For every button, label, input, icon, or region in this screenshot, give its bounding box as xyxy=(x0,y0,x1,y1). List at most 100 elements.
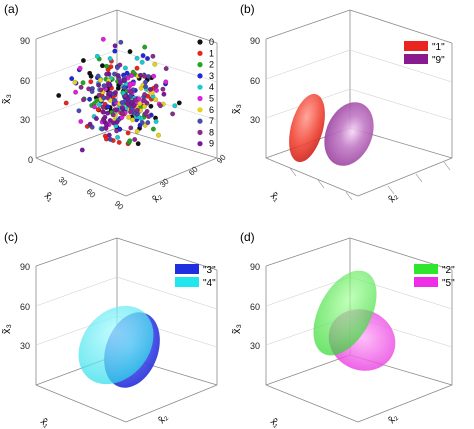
ellipsoid-4 xyxy=(78,305,154,385)
x-axis-label: x̃₁ xyxy=(268,416,282,429)
scatter-point-class-7 xyxy=(142,79,148,85)
scatter-point-class-9 xyxy=(110,120,116,126)
z-axis-label: x̃₃ xyxy=(231,324,243,334)
scatter-point-class-8 xyxy=(170,111,176,117)
scatter-point-class-3 xyxy=(87,96,93,102)
z-tick: 90 xyxy=(20,262,30,272)
scatter-point-class-7 xyxy=(76,108,82,114)
legend-marker-4 xyxy=(197,84,203,90)
scatter-point-class-8 xyxy=(127,89,133,95)
scatter-point-class-1 xyxy=(95,106,101,112)
scatter-point-class-4 xyxy=(122,65,128,71)
scatter-point-class-7 xyxy=(118,39,124,45)
legend-label-8: 8 xyxy=(209,127,214,137)
ellipsoid-9 xyxy=(324,102,374,166)
scatter-point-class-9 xyxy=(107,90,113,96)
z-tick: 30 xyxy=(250,115,260,125)
scatter-point-class-9 xyxy=(104,71,110,77)
y-axis-label: x̃₂ xyxy=(386,412,400,426)
scatter-point-class-7 xyxy=(95,73,101,79)
scatter-point-class-9 xyxy=(112,90,118,96)
scatter-point-class-9 xyxy=(117,80,123,86)
scatter-point-class-7 xyxy=(145,120,151,126)
scatter-point-class-9 xyxy=(115,73,121,79)
scatter-point-class-4 xyxy=(94,53,100,59)
legend-label-5: "5" xyxy=(442,278,455,289)
legend-swatch-2 xyxy=(414,264,438,274)
axes-box xyxy=(35,237,218,423)
scatter-point-class-7 xyxy=(121,85,127,91)
scatter-point-class-9 xyxy=(112,43,118,49)
scatter-point-class-7 xyxy=(119,99,125,105)
scatter-point-class-5 xyxy=(163,79,169,85)
legend-label-9: "9" xyxy=(432,55,445,66)
z-tick: 60 xyxy=(250,302,260,312)
scatter-point-class-9 xyxy=(119,105,125,111)
scatter-point-class-4 xyxy=(107,56,113,62)
z-axis-label: x̃₃ xyxy=(1,324,13,334)
scatter-point-class-9 xyxy=(147,86,153,92)
scatter-point-class-0 xyxy=(56,92,62,98)
scatter-point-class-5 xyxy=(73,89,79,95)
scatter-point-class-0 xyxy=(135,141,141,147)
scatter-point-class-6 xyxy=(137,101,143,107)
panel-b: (b) 90 60 30 x̃₃ x̃₁ x̃₂ xyxy=(231,2,453,205)
scatter-point-class-2 xyxy=(142,44,148,50)
legend-label-4: 4 xyxy=(209,82,214,92)
x-tick: 60 xyxy=(85,187,98,200)
y-tick: 60 xyxy=(187,164,200,177)
scatter-point-class-8 xyxy=(128,125,134,131)
scatter-point-class-3 xyxy=(140,53,146,59)
scatter-point-class-9 xyxy=(79,147,85,153)
scatter-point-class-6 xyxy=(72,79,78,85)
legend-swatch-3 xyxy=(175,264,199,274)
legend-label-2: "2" xyxy=(442,265,455,276)
scatter-point-class-8 xyxy=(117,62,123,68)
legend-label-6: 6 xyxy=(209,105,214,115)
scatter-point-class-3 xyxy=(105,104,111,110)
z-tick: 0 xyxy=(28,155,33,165)
scatter-point-class-4 xyxy=(139,59,145,65)
legend-label-9: 9 xyxy=(209,139,214,149)
scatter-point-class-8 xyxy=(114,128,120,134)
scatter-point-class-6 xyxy=(97,77,103,83)
z-tick: 60 xyxy=(250,76,260,86)
panel-label: (c) xyxy=(4,230,18,244)
scatter-point-class-0 xyxy=(99,63,105,69)
scatter-point-class-0 xyxy=(148,103,154,109)
ellipsoid-1 xyxy=(289,93,325,163)
scatter-point-class-9 xyxy=(105,110,111,116)
scatter-point-class-7 xyxy=(101,83,107,89)
legend-swatch-5 xyxy=(414,277,438,287)
scatter-point-class-9 xyxy=(101,109,107,115)
panel-label: (a) xyxy=(4,2,19,16)
scatter-point-class-8 xyxy=(157,103,163,109)
scatter-point-class-4 xyxy=(153,118,159,124)
scatter-point-class-8 xyxy=(134,107,140,113)
legend-label-2: 2 xyxy=(209,60,214,70)
panel-label: (b) xyxy=(240,2,255,16)
scatter-point-class-9 xyxy=(87,121,93,127)
z-tick: 30 xyxy=(20,115,30,125)
z-tick: 30 xyxy=(20,341,30,351)
panel-label: (d) xyxy=(240,230,255,244)
scatter-point-class-5 xyxy=(100,36,106,42)
legend-marker-1 xyxy=(197,50,203,56)
scatter-point-class-2 xyxy=(104,63,110,69)
z-tick: 90 xyxy=(20,36,30,46)
scatter-point-class-8 xyxy=(160,86,166,92)
scatter-point-class-5 xyxy=(127,82,133,88)
panel-c: (c) 90 60 30 x̃₃ x̃₁ x̃₂ "3" "4" xyxy=(1,230,218,429)
legend-label-0: 0 xyxy=(209,37,214,47)
legend-swatch-9 xyxy=(404,54,428,64)
scatter-point-class-6 xyxy=(153,97,159,103)
scatter-point-class-8 xyxy=(86,86,92,92)
scatter-point-class-8 xyxy=(100,104,106,110)
scatter-point-class-3 xyxy=(69,76,75,82)
scatter-point-class-0 xyxy=(127,49,133,55)
scatter-points xyxy=(56,36,182,153)
z-tick: 60 xyxy=(20,76,30,86)
scatter-point-class-3 xyxy=(144,56,150,62)
scatter-point-class-3 xyxy=(112,48,118,54)
